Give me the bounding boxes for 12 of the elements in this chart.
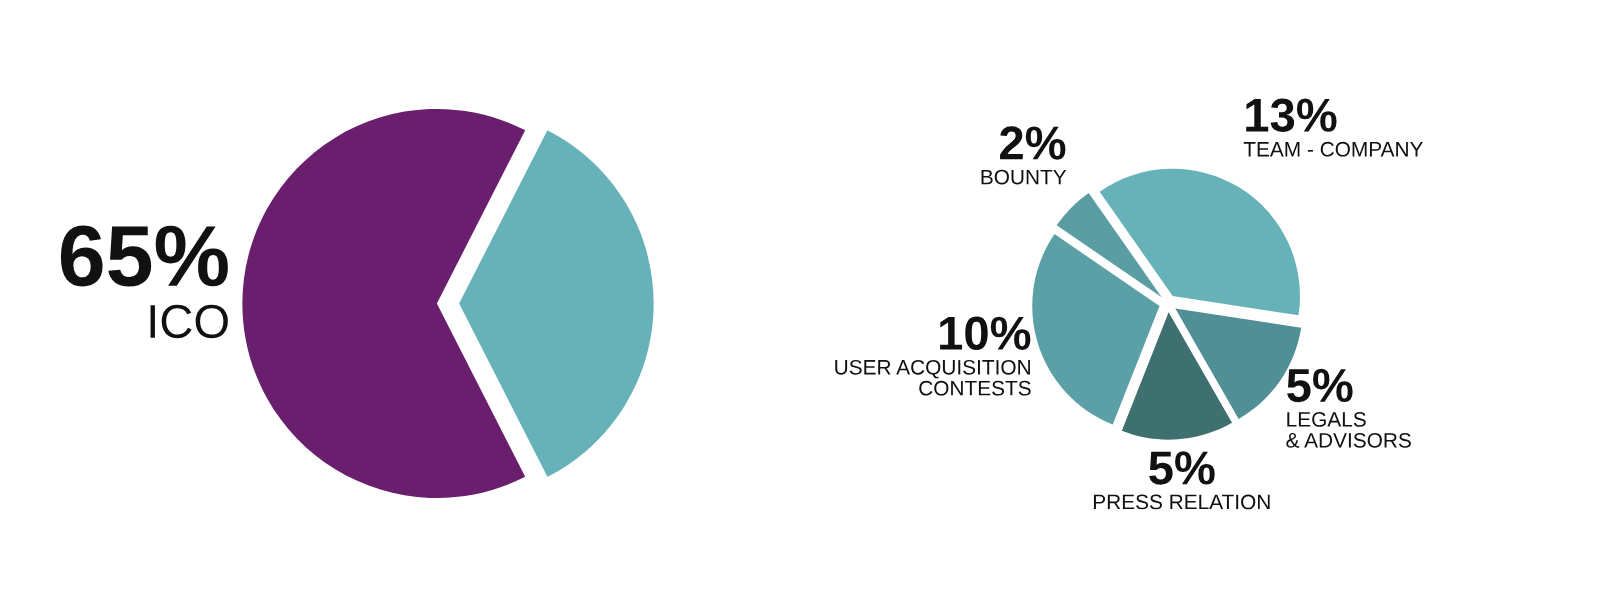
slice-label: USER ACQUISITION CONTESTS	[835, 359, 1031, 396]
data-label: 65%	[60, 225, 228, 287]
slice-label: BOUNTY	[981, 169, 1067, 185]
slice-label: PRESS RELATION	[1093, 494, 1270, 510]
slice-label: TEAM - COMPANY	[1243, 141, 1423, 157]
data-label: 5%	[1287, 368, 1353, 403]
slice-label: ICO	[150, 304, 228, 339]
slice-label: LEGALS & ADVISORS	[1286, 412, 1411, 448]
data-label: 5%	[1149, 451, 1215, 485]
data-label: 13%	[1246, 98, 1337, 133]
data-label: 2%	[1000, 126, 1066, 160]
data-label: 10%	[940, 316, 1031, 351]
